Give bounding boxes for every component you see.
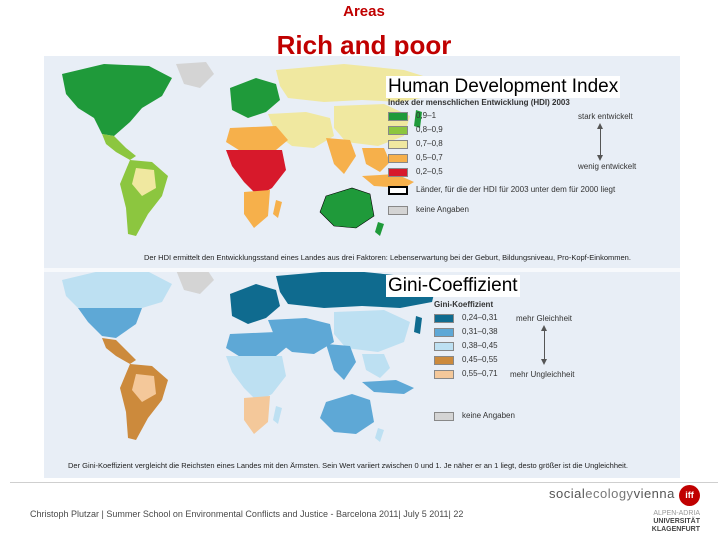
gini-no-data-swatch [434, 412, 454, 421]
gini-china [334, 310, 410, 352]
hdi-swatch [388, 112, 408, 121]
brand-social: social [549, 486, 586, 501]
gini-south-america [120, 364, 168, 440]
hdi-heading: Human Development Index [386, 76, 621, 98]
gini-europe [230, 284, 280, 324]
hdi-outline-swatch [388, 186, 408, 195]
hdi-legend-title: Index der menschlichen Entwicklung (HDI)… [388, 98, 570, 107]
gini-heading: Gini-Coeffizient [386, 275, 520, 297]
hdi-legend-label: 0,8–0,9 [416, 125, 443, 134]
gini-australia [320, 394, 374, 434]
hdi-swatch [388, 154, 408, 163]
hdi-new-zealand [375, 222, 384, 236]
hdi-legend-label: 0,5–0,7 [416, 153, 443, 162]
hdi-europe [230, 78, 280, 118]
gini-swatch [434, 370, 454, 379]
map-divider [44, 268, 680, 272]
hdi-world-map [62, 62, 436, 236]
hdi-sub-saharan-africa [226, 150, 286, 196]
gini-scale-low: mehr Ungleichheit [510, 370, 575, 379]
gini-legend-label: 0,38–0,45 [462, 341, 498, 350]
gini-india [326, 344, 356, 380]
slide-kicker: Areas [343, 3, 385, 20]
gini-legend-title: Gini-Koeffizient [434, 300, 494, 309]
gini-greenland [176, 268, 214, 294]
gini-legend-label: 0,31–0,38 [462, 327, 498, 336]
hdi-india [326, 138, 356, 174]
hdi-south-america [120, 160, 168, 236]
gini-south-america-inner [132, 374, 156, 402]
hdi-legend-label: 0,7–0,8 [416, 139, 443, 148]
hdi-swatch [388, 168, 408, 177]
gini-swatch [434, 314, 454, 323]
gini-caption: Der Gini-Koeffizient vergleicht die Reic… [68, 461, 629, 470]
hdi-japan [414, 110, 422, 128]
gini-scale-high: mehr Gleichheit [516, 314, 573, 323]
gini-indonesia [362, 380, 414, 394]
university-logo: ALPEN-ADRIA UNIVERSITÄT KLAGENFURT [620, 510, 700, 534]
footer-divider [10, 482, 718, 483]
hdi-legend-label: 0,2–0,5 [416, 167, 443, 176]
gini-central-america [102, 338, 136, 364]
hdi-se-asia [362, 148, 390, 172]
map-panel: Human Development Index Index der mensch… [44, 56, 680, 478]
hdi-indonesia [362, 174, 414, 188]
hdi-south-america-inner [132, 168, 156, 196]
uni-line-2: UNIVERSITÄT [653, 518, 700, 525]
hdi-caption: Der HDI ermittelt den Entwicklungsstand … [144, 253, 631, 262]
gini-world-map [62, 268, 436, 442]
footer-text: Christoph Plutzar | Summer School on Env… [30, 509, 464, 519]
hdi-no-data-label: keine Angaben [416, 205, 469, 214]
brand-ecology: ecology [585, 486, 634, 501]
hdi-north-america [62, 64, 172, 136]
brand-vienna: vienna [633, 486, 675, 501]
hdi-scale-arrow [597, 123, 603, 161]
gini-scale-arrow [541, 325, 547, 365]
gini-japan [414, 316, 422, 334]
gini-usa [78, 308, 142, 338]
hdi-north-africa [226, 126, 288, 152]
hdi-southern-africa [244, 190, 270, 228]
hdi-scale-low: wenig entwickelt [578, 162, 637, 171]
gini-swatch [434, 342, 454, 351]
hdi-outline-note: Länder, für die der HDI für 2003 unter d… [416, 185, 616, 194]
gini-no-data-label: keine Angaben [462, 411, 515, 420]
hdi-greenland [176, 62, 214, 88]
iff-logo: iff [679, 485, 700, 506]
gini-north-africa [226, 332, 288, 358]
uni-line-3: KLAGENFURT [651, 526, 700, 533]
hdi-swatch [388, 140, 408, 149]
social-ecology-vienna-logo: socialecologyvienna [549, 486, 675, 501]
gini-legend-label: 0,55–0,71 [462, 369, 498, 378]
gini-sub-saharan-africa [226, 356, 286, 402]
hdi-central-america [102, 134, 136, 160]
uni-line-1: ALPEN-ADRIA [653, 510, 700, 517]
slide-title: Rich and poor [276, 30, 452, 60]
hdi-legend-label: 0,9–1 [416, 111, 437, 120]
gini-swatch [434, 356, 454, 365]
hdi-swatch [388, 126, 408, 135]
gini-legend-label: 0,45–0,55 [462, 355, 498, 364]
hdi-australia [319, 187, 375, 229]
hdi-madagascar [273, 200, 282, 218]
gini-legend-label: 0,24–0,31 [462, 313, 498, 322]
hdi-scale-high: stark entwickelt [578, 112, 633, 121]
gini-southern-africa [244, 396, 270, 434]
gini-swatch [434, 328, 454, 337]
gini-canada [62, 270, 172, 310]
world-maps [62, 62, 436, 442]
gini-madagascar [273, 406, 282, 424]
gini-new-zealand [375, 428, 384, 442]
hdi-no-data-swatch [388, 206, 408, 215]
gini-se-asia [362, 354, 390, 378]
